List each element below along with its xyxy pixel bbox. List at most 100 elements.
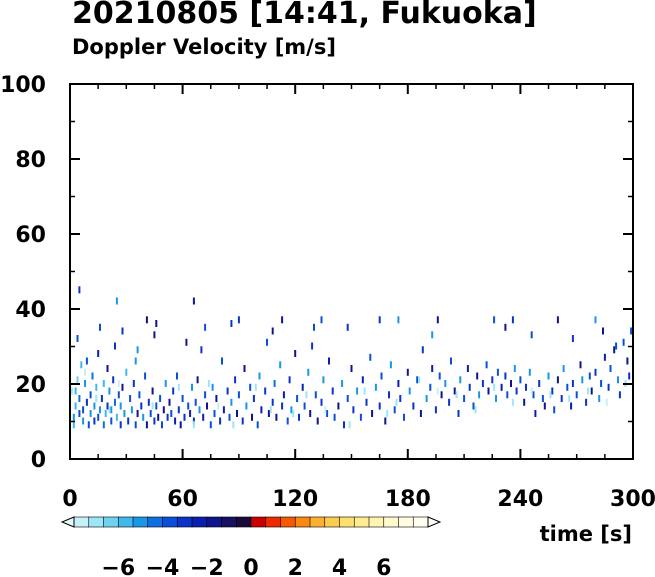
velocity-mark	[496, 368, 499, 376]
velocity-mark	[468, 383, 471, 391]
colorbar-segment	[280, 516, 296, 528]
velocity-mark	[425, 395, 428, 402]
velocity-mark	[196, 376, 199, 384]
velocity-mark	[189, 410, 192, 417]
velocity-mark	[630, 327, 633, 335]
velocity-mark	[202, 413, 205, 421]
velocity-mark	[206, 402, 208, 410]
colorbar-labels: −6 −4 −2 0 2 4 6	[101, 556, 391, 577]
velocity-mark	[177, 383, 180, 391]
velocity-mark	[74, 402, 77, 410]
velocity-mark	[607, 383, 610, 391]
velocity-mark	[85, 398, 88, 406]
velocity-mark	[515, 387, 518, 395]
velocity-mark	[313, 323, 315, 331]
velocity-mark	[164, 380, 167, 387]
velocity-mark	[386, 410, 389, 417]
velocity-mark	[495, 395, 497, 402]
velocity-mark	[485, 361, 488, 369]
velocity-mark	[271, 398, 274, 406]
velocity-mark	[80, 361, 83, 369]
velocity-mark	[258, 372, 261, 380]
colorbar-max-arrow	[427, 516, 442, 528]
velocity-mark	[89, 410, 92, 417]
velocity-mark	[504, 323, 507, 331]
velocity-mark	[419, 410, 422, 417]
velocity-mark	[153, 417, 156, 425]
velocity-mark	[87, 421, 90, 429]
y-tick-label: 20	[15, 373, 46, 398]
velocity-mark	[260, 406, 263, 414]
x-axis-label: time [s]	[540, 522, 632, 546]
velocity-mark	[222, 406, 225, 414]
velocity-mark	[551, 387, 554, 395]
velocity-mark	[84, 380, 86, 387]
chart-title: 20210805 [14:41, Fukuoka]	[72, 0, 537, 31]
colorbar-segment	[398, 516, 414, 528]
velocity-mark	[378, 316, 381, 324]
velocity-mark	[288, 376, 291, 384]
colorbar-label: −4	[146, 556, 180, 577]
velocity-mark	[252, 395, 255, 402]
colorbar-segment	[176, 516, 193, 528]
velocity-mark	[134, 421, 137, 429]
velocity-mark	[566, 383, 569, 391]
velocity-mark	[114, 342, 116, 350]
y-tick-label: 100	[0, 73, 46, 98]
velocity-mark	[108, 387, 111, 395]
velocity-mark	[476, 372, 479, 380]
velocity-mark	[301, 383, 304, 391]
velocity-mark	[281, 402, 284, 410]
velocity-mark	[162, 406, 165, 414]
velocity-mark	[127, 417, 130, 425]
velocity-mark	[395, 398, 398, 406]
velocity-mark	[211, 383, 214, 391]
colorbar-segment	[250, 516, 267, 528]
velocity-mark	[136, 410, 139, 417]
velocity-mark	[314, 391, 317, 399]
velocity-mark	[132, 380, 135, 387]
velocity-mark	[628, 372, 631, 380]
velocity-mark	[371, 410, 374, 417]
y-tick-label: 0	[31, 448, 46, 473]
velocity-mark	[119, 421, 122, 429]
velocity-mark	[504, 372, 507, 380]
velocity-mark	[93, 402, 96, 410]
velocity-mark	[84, 368, 86, 376]
velocity-mark	[159, 395, 162, 402]
velocity-mark	[157, 413, 160, 421]
velocity-mark	[328, 357, 330, 365]
velocity-mark	[234, 376, 237, 384]
velocity-mark	[85, 357, 88, 365]
velocity-mark	[570, 402, 573, 410]
velocity-mark	[478, 391, 481, 399]
velocity-mark	[179, 421, 182, 429]
colorbar-segment	[132, 516, 149, 528]
velocity-mark	[416, 376, 419, 384]
velocity-mark	[603, 353, 606, 361]
velocity-mark	[324, 406, 327, 414]
velocity-mark	[369, 353, 372, 361]
velocity-mark	[115, 297, 118, 305]
velocity-mark	[571, 380, 574, 387]
velocity-mark	[142, 413, 145, 421]
velocity-mark	[217, 402, 220, 410]
velocity-mark	[350, 365, 353, 372]
velocity-mark	[393, 406, 396, 414]
velocity-mark	[114, 398, 116, 406]
velocity-mark	[110, 417, 113, 425]
velocity-mark	[76, 335, 79, 342]
velocity-mark	[134, 357, 137, 365]
velocity-mark	[119, 402, 122, 410]
velocity-mark	[99, 323, 101, 331]
velocity-mark	[303, 402, 306, 410]
velocity-mark	[600, 380, 603, 387]
velocity-mark	[525, 383, 527, 391]
y-tick-label: 80	[15, 148, 46, 173]
velocity-mark	[431, 331, 434, 339]
velocity-mark	[543, 402, 546, 410]
velocity-mark	[108, 406, 111, 414]
velocity-mark	[305, 391, 308, 399]
velocity-mark	[598, 395, 601, 402]
axis-ticks	[69, 83, 634, 460]
